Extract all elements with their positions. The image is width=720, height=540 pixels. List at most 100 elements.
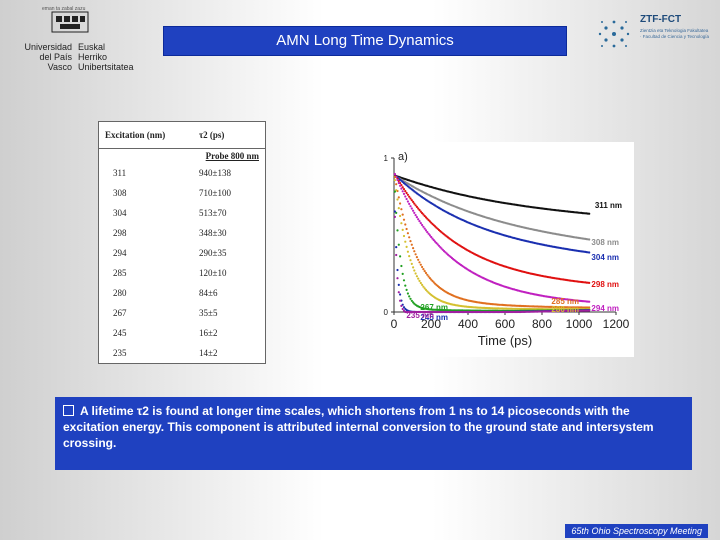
data-point xyxy=(421,212,424,215)
data-point xyxy=(399,214,402,218)
data-point xyxy=(414,253,417,256)
data-point xyxy=(393,190,396,193)
data-point xyxy=(588,251,591,254)
series-label: 308 nm xyxy=(591,238,619,247)
data-point xyxy=(404,190,407,193)
excitation-cell: 285 xyxy=(113,268,127,278)
table-row: 311 940±138 xyxy=(99,163,266,183)
slide-title: AMN Long Time Dynamics xyxy=(163,26,567,56)
summary-note: A lifetime τ2 is found at longer time sc… xyxy=(55,397,692,470)
data-point xyxy=(419,222,422,225)
data-point xyxy=(431,279,434,283)
x-tick-label: 1000 xyxy=(566,317,593,331)
data-point xyxy=(432,239,435,242)
data-point xyxy=(404,240,407,243)
data-point xyxy=(437,244,441,247)
data-point xyxy=(405,197,408,201)
data-point xyxy=(395,246,398,249)
data-point xyxy=(421,223,424,227)
data-point xyxy=(422,225,425,228)
x-tick-label: 0 xyxy=(391,317,398,331)
logo-text-line: Euskal Herriko xyxy=(78,42,108,62)
data-point xyxy=(405,191,408,195)
data-point xyxy=(393,215,396,218)
table-row: 267 35±5 xyxy=(99,303,266,323)
table-row: 308 710±100 xyxy=(99,183,266,203)
data-point xyxy=(396,178,399,182)
series-label: 267 nm xyxy=(420,303,448,312)
data-point xyxy=(400,187,403,190)
tau-cell: 940±138 xyxy=(199,168,231,178)
data-point xyxy=(401,213,404,216)
data-point xyxy=(418,261,421,264)
excitation-cell: 267 xyxy=(113,308,127,318)
data-point xyxy=(424,271,428,275)
data-point xyxy=(408,202,411,205)
table-row: 235 14±2 xyxy=(99,343,266,364)
data-point xyxy=(405,245,408,248)
data-point xyxy=(410,207,413,210)
data-point xyxy=(397,283,400,286)
data-point xyxy=(409,240,412,243)
data-point xyxy=(401,186,404,189)
data-point xyxy=(423,227,426,230)
logo-text-line: Unibertsitatea xyxy=(78,62,134,72)
data-point xyxy=(588,306,591,309)
data-point xyxy=(412,266,415,269)
data-point xyxy=(415,216,418,219)
data-point xyxy=(402,306,406,309)
data-point xyxy=(406,200,409,203)
excitation-cell: 294 xyxy=(113,248,127,258)
series-label: 245 nm xyxy=(420,313,448,322)
data-point xyxy=(424,229,428,232)
tau-cell: 120±10 xyxy=(199,268,227,278)
data-point xyxy=(422,285,425,288)
data-point xyxy=(395,211,398,214)
excitation-cell: 311 xyxy=(113,168,127,178)
series-label: 298 nm xyxy=(591,280,619,289)
data-point xyxy=(424,288,428,291)
data-point xyxy=(400,208,403,211)
table-row: 298 348±30 xyxy=(99,223,266,243)
data-point xyxy=(395,189,398,192)
data-point xyxy=(414,204,417,207)
tau-cell: 35±5 xyxy=(199,308,218,318)
data-point xyxy=(415,205,418,208)
data-point xyxy=(426,273,429,276)
table-row: 280 84±6 xyxy=(99,283,266,303)
excitation-cell: 304 xyxy=(113,208,127,218)
data-point xyxy=(418,279,421,282)
excitation-cell: 308 xyxy=(113,188,127,198)
table-probe-row: Probe 800 nm xyxy=(99,149,266,164)
excitation-cell: 298 xyxy=(113,228,127,238)
data-point xyxy=(410,262,413,265)
series-label: 311 nm xyxy=(595,201,622,210)
data-point xyxy=(413,250,416,253)
logo-text-line: Universidad xyxy=(24,42,72,52)
decay-chart: 0 200 400 600 800 1000 1200 0 1 a) Time (ps) 311 nm… xyxy=(384,151,630,348)
series-label: 294 nm xyxy=(591,304,619,313)
logo-text-line: del País Vasco xyxy=(39,52,72,72)
excitation-cell: 245 xyxy=(113,328,127,338)
logo-text-basque: Euskal Herriko Unibertsitatea xyxy=(78,42,136,72)
data-point xyxy=(406,292,409,295)
data-point xyxy=(396,277,399,280)
decay-plot: 0 200 400 600 800 1000 1200 0 1 a) Time (ps) 311 nm… xyxy=(364,142,634,357)
data-point xyxy=(404,195,407,198)
data-point xyxy=(409,205,412,208)
tau-cell: 84±6 xyxy=(199,288,218,298)
data-point xyxy=(406,232,409,235)
data-point xyxy=(417,258,420,261)
data-point xyxy=(408,255,411,258)
data-point xyxy=(423,214,426,218)
data-point xyxy=(419,210,422,213)
data-point xyxy=(419,263,422,266)
data-point xyxy=(412,200,415,203)
data-point xyxy=(397,181,400,185)
data-point xyxy=(423,270,426,273)
data-point xyxy=(417,207,420,210)
data-point xyxy=(413,269,416,272)
table-row: 304 513±70 xyxy=(99,203,266,223)
data-point xyxy=(393,179,396,182)
data-point xyxy=(393,175,396,179)
